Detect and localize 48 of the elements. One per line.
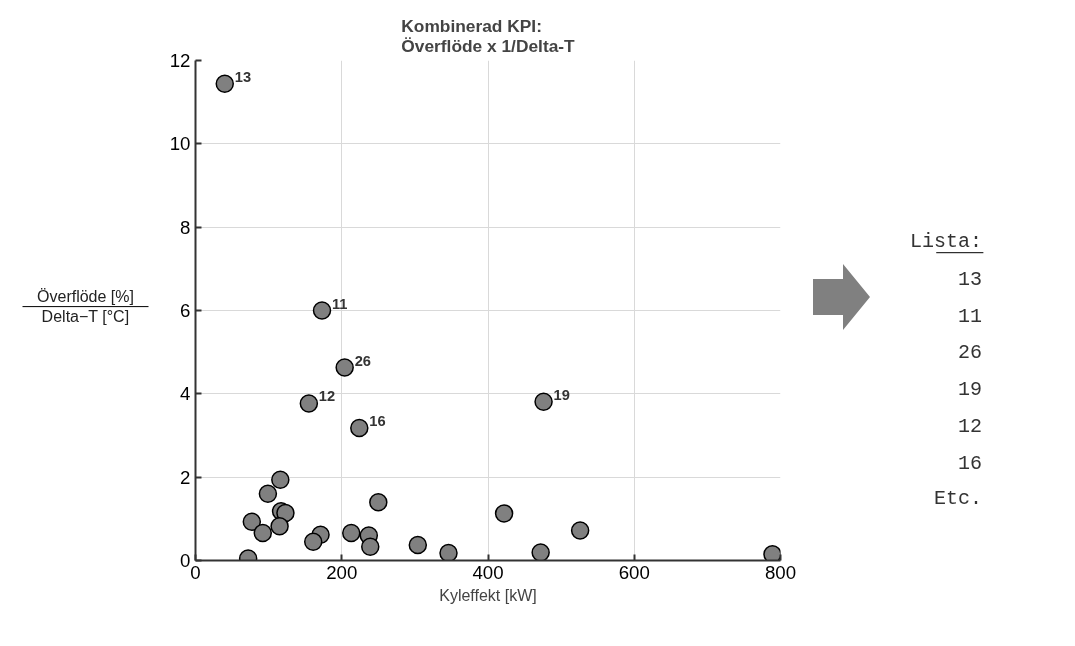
text: 16 — [957, 451, 982, 475]
point — [408, 535, 428, 555]
point — [303, 532, 323, 551]
point — [494, 504, 514, 523]
text: 13 — [957, 267, 982, 291]
point — [531, 543, 550, 561]
y-tick-label: 12 — [169, 50, 191, 71]
y-tick-label: 4 — [180, 383, 191, 405]
x-axis-title: Kyleffekt [kW] — [439, 586, 537, 604]
point — [312, 301, 332, 320]
y-tick-label: 2 — [180, 466, 191, 488]
point — [342, 523, 361, 543]
text: Lista: — [909, 230, 982, 254]
point — [253, 523, 273, 543]
point — [350, 418, 369, 438]
text: 26 — [957, 341, 982, 365]
chart-title: Kombinerad KPI: Överflöde x 1/Delta-T — [401, 15, 576, 56]
point — [335, 358, 354, 377]
point — [369, 492, 388, 512]
text: 11 — [957, 304, 982, 328]
annotation: 13 — [234, 68, 252, 85]
point — [258, 484, 278, 504]
x-tick-label: 800 — [764, 561, 797, 583]
annotation: 26 — [354, 352, 371, 369]
x-tick-label: 400 — [472, 561, 504, 583]
point — [271, 470, 290, 489]
x-tick-label: 200 — [326, 561, 358, 583]
annotation: 19 — [553, 386, 570, 403]
text: Etc. — [933, 487, 982, 511]
text: 19 — [957, 378, 982, 402]
point — [439, 543, 458, 561]
point — [763, 545, 781, 561]
point — [570, 521, 590, 540]
y-tick-label: 10 — [169, 133, 191, 155]
y-axis-title: Överflöde [%] Delta−T [°C] — [37, 287, 134, 326]
y-tick-label: 6 — [180, 300, 191, 321]
point — [242, 512, 262, 531]
annotation: 12 — [318, 388, 336, 405]
y-tick-label: 8 — [180, 216, 191, 238]
text: 12 — [957, 414, 982, 438]
x-tick-label: 600 — [618, 561, 650, 583]
annotation: 16 — [369, 413, 386, 429]
point — [361, 537, 380, 556]
point — [270, 517, 289, 536]
annotation: 11 — [332, 295, 348, 312]
point — [299, 394, 319, 413]
point — [215, 74, 234, 94]
point — [534, 392, 553, 411]
